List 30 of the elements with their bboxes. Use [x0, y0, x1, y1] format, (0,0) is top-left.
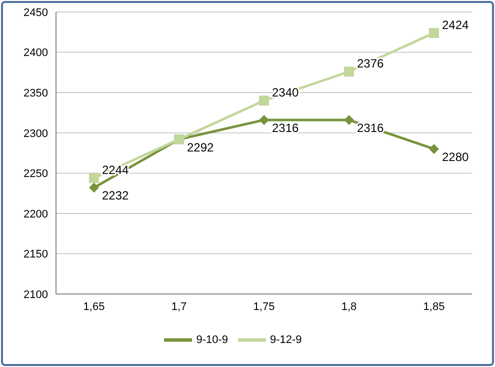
data-label: 2376: [357, 56, 384, 71]
y-tick-label: 2300: [24, 128, 48, 140]
data-label: 2340: [272, 86, 300, 100]
point: [259, 96, 269, 106]
x-tick-label: 1,65: [83, 300, 105, 313]
y-tick-label: 2350: [24, 87, 48, 100]
point: [259, 114, 269, 125]
x-tick-label: 1,7: [171, 300, 187, 313]
data-label: 2316: [272, 120, 300, 135]
y-tick-label: 2200: [24, 208, 48, 220]
point: [344, 114, 354, 125]
legend-label: 9-12-9: [270, 334, 302, 346]
data-label: 2424: [442, 18, 470, 32]
data-label: 2280: [442, 150, 470, 164]
point: [429, 144, 439, 154]
legend-label: 9-10-9: [196, 334, 228, 346]
data-label: 2292: [187, 140, 214, 154]
point: [429, 28, 439, 38]
x-tick-label: 1,75: [253, 300, 275, 313]
x-tick-label: 1,8: [341, 300, 357, 313]
y-tick-label: 2450: [24, 6, 48, 19]
y-tick-label: 2150: [24, 248, 48, 261]
point: [89, 172, 99, 183]
data-label: 2232: [102, 188, 130, 203]
y-tick-label: 2400: [24, 47, 48, 60]
y-tick-label: 2100: [24, 288, 48, 301]
point: [89, 182, 99, 193]
y-tick-label: 2250: [24, 168, 48, 180]
x-tick-label: 1,85: [423, 300, 445, 313]
point: [344, 66, 354, 77]
